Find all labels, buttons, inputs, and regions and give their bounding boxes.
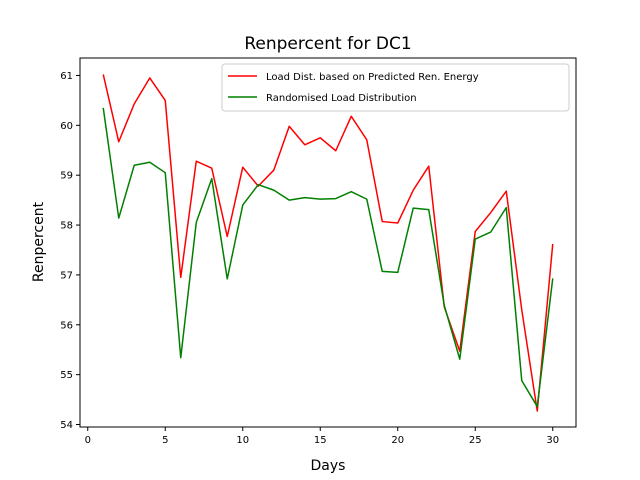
plot-frame [79,57,577,428]
y-axis-ticks: 54 55 56 57 58 59 60 61 [60,71,80,431]
plot-lines [102,74,554,412]
x-axis-ticks: 0 5 10 15 20 25 30 [85,427,559,446]
legend: Load Dist. based on Predicted Ren. Energ… [221,63,570,112]
y-tick-label: 54 [60,420,73,431]
chart-title: Renpercent for DC1 [244,34,411,54]
y-tick-label: 56 [60,320,73,331]
x-axis-label: Days [311,458,346,474]
y-tick-label: 57 [60,270,73,281]
series-line-1 [102,107,554,408]
x-tick-label: 20 [391,435,404,446]
legend-label-predicted: Load Dist. based on Predicted Ren. Energ… [266,72,479,83]
y-tick-label: 59 [60,171,73,182]
series-line-0 [102,74,554,412]
y-tick-label: 58 [60,221,73,232]
x-tick-label: 30 [546,435,559,446]
x-tick-label: 15 [314,435,327,446]
x-tick-label: 0 [85,435,91,446]
legend-box [221,63,570,112]
y-tick-label: 61 [60,71,73,82]
x-tick-label: 10 [236,435,249,446]
y-tick-label: 60 [60,121,73,132]
x-tick-label: 25 [469,435,482,446]
x-tick-label: 5 [162,435,168,446]
legend-label-randomised: Randomised Load Distribution [266,93,417,104]
y-axis-label: Renpercent [31,201,47,282]
y-tick-label: 55 [60,370,73,381]
